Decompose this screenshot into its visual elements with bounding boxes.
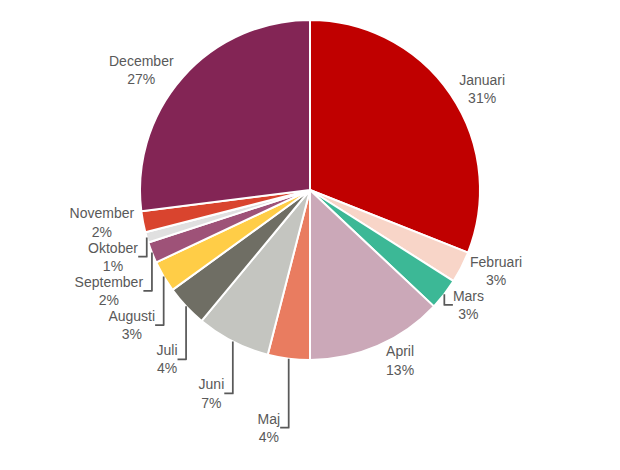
svg-text:Juli4%: Juli4% xyxy=(157,342,178,376)
svg-text:Maj4%: Maj4% xyxy=(258,411,281,445)
svg-text:Januari31%: Januari31% xyxy=(459,72,505,106)
svg-text:April13%: April13% xyxy=(386,343,414,377)
svg-text:December27%: December27% xyxy=(109,53,174,87)
svg-text:September2%: September2% xyxy=(75,274,144,308)
svg-text:Mars3%: Mars3% xyxy=(453,288,484,322)
svg-text:Augusti3%: Augusti3% xyxy=(108,308,155,342)
svg-text:Juni7%: Juni7% xyxy=(199,376,225,410)
svg-text:November2%: November2% xyxy=(70,205,135,239)
svg-text:Februari3%: Februari3% xyxy=(470,254,522,288)
svg-text:Oktober1%: Oktober1% xyxy=(88,240,138,274)
